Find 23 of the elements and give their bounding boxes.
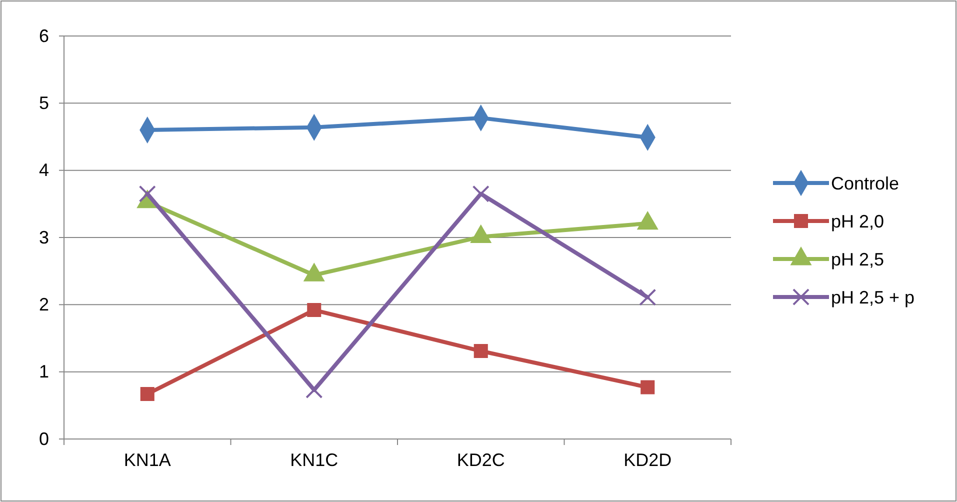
y-tick-label: 0 — [38, 428, 49, 449]
x-tick-label: KD2D — [624, 450, 672, 470]
point — [639, 288, 656, 306]
point — [306, 381, 323, 399]
point — [138, 185, 156, 202]
x-tick-label: KN1A — [124, 450, 171, 470]
point — [140, 386, 154, 402]
legend-label: pH 2,5 + p — [831, 287, 915, 308]
x-tick-label: KD2C — [456, 450, 505, 470]
y-tick-label: 4 — [38, 160, 49, 180]
y-tick-label: 3 — [38, 227, 49, 248]
point — [640, 380, 655, 394]
point — [307, 303, 322, 318]
y-tick-label: 1 — [38, 362, 49, 382]
y-tick-label: 6 — [38, 26, 49, 46]
legend-label: Controle — [831, 173, 900, 194]
y-tick-label: 5 — [38, 92, 49, 113]
point — [474, 344, 488, 358]
point — [472, 185, 490, 202]
y-tick-label: 2 — [38, 294, 49, 314]
legend-label: pH 2,0 — [831, 211, 884, 232]
x-tick-label: KN1C — [290, 450, 338, 470]
legend-label: pH 2,5 — [831, 249, 884, 270]
